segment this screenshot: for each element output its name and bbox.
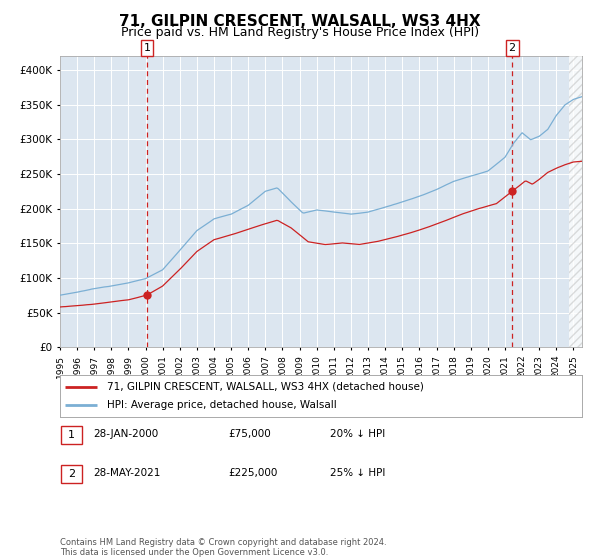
Text: 28-JAN-2000: 28-JAN-2000 xyxy=(93,429,158,439)
Text: 2: 2 xyxy=(509,43,516,53)
Text: 71, GILPIN CRESCENT, WALSALL, WS3 4HX (detached house): 71, GILPIN CRESCENT, WALSALL, WS3 4HX (d… xyxy=(107,382,424,392)
Text: 2: 2 xyxy=(68,469,75,479)
Text: £225,000: £225,000 xyxy=(228,468,277,478)
FancyBboxPatch shape xyxy=(61,426,82,444)
Text: Price paid vs. HM Land Registry's House Price Index (HPI): Price paid vs. HM Land Registry's House … xyxy=(121,26,479,39)
Text: 25% ↓ HPI: 25% ↓ HPI xyxy=(330,468,385,478)
Text: 1: 1 xyxy=(68,430,75,440)
Bar xyxy=(569,56,582,347)
Text: £75,000: £75,000 xyxy=(228,429,271,439)
Text: 20% ↓ HPI: 20% ↓ HPI xyxy=(330,429,385,439)
Text: HPI: Average price, detached house, Walsall: HPI: Average price, detached house, Wals… xyxy=(107,400,337,410)
Text: 28-MAY-2021: 28-MAY-2021 xyxy=(93,468,160,478)
FancyBboxPatch shape xyxy=(61,465,82,483)
Text: Contains HM Land Registry data © Crown copyright and database right 2024.
This d: Contains HM Land Registry data © Crown c… xyxy=(60,538,386,557)
Text: 71, GILPIN CRESCENT, WALSALL, WS3 4HX: 71, GILPIN CRESCENT, WALSALL, WS3 4HX xyxy=(119,14,481,29)
Text: 1: 1 xyxy=(143,43,151,53)
